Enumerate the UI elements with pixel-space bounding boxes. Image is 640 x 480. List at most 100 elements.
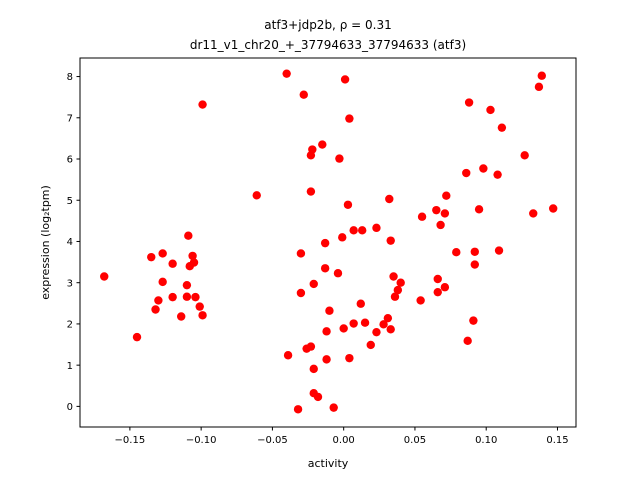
x-tick-label: 0.05 <box>404 435 426 446</box>
data-point <box>168 292 177 302</box>
x-tick-label: −0.05 <box>257 435 288 446</box>
y-tick-label: 3 <box>67 278 73 289</box>
y-tick-label: 4 <box>67 237 73 248</box>
data-point <box>306 187 316 196</box>
data-point <box>296 249 306 258</box>
data-point <box>366 340 375 350</box>
data-point <box>417 212 427 221</box>
y-tick-label: 1 <box>67 361 73 372</box>
data-point <box>469 316 478 325</box>
data-point <box>372 223 381 233</box>
data-point <box>309 279 318 289</box>
data-point <box>497 123 507 132</box>
data-point <box>372 327 381 337</box>
data-points <box>100 69 558 414</box>
data-point <box>313 392 323 402</box>
data-point <box>358 226 367 235</box>
data-point <box>158 249 167 258</box>
data-point <box>308 145 317 154</box>
data-point <box>393 285 403 295</box>
data-point <box>182 280 192 290</box>
data-point <box>343 200 353 209</box>
data-point <box>151 305 160 314</box>
x-tick-label: −0.10 <box>186 435 217 446</box>
y-tick-label: 0 <box>67 402 73 413</box>
data-point <box>436 220 445 230</box>
data-point <box>320 264 330 273</box>
data-point <box>100 272 109 281</box>
data-point <box>147 252 156 262</box>
y-tick-label: 5 <box>67 196 73 207</box>
data-point <box>379 320 388 329</box>
data-point <box>333 269 343 278</box>
data-point <box>389 272 398 281</box>
data-point <box>293 405 303 414</box>
data-point <box>534 82 544 92</box>
data-point <box>320 238 330 248</box>
data-point <box>442 191 451 200</box>
data-point <box>158 277 167 287</box>
x-tick-label: 0.10 <box>475 435 497 446</box>
data-point <box>198 100 207 109</box>
data-point <box>549 204 558 213</box>
data-point <box>494 246 504 255</box>
data-point <box>520 151 529 160</box>
y-tick-label: 2 <box>67 320 73 331</box>
x-axis-ticks: −0.15 −0.10 −0.05 0.00 0.05 0.10 0.15 <box>115 427 569 446</box>
data-point <box>335 154 344 163</box>
plot-frame <box>79 57 577 428</box>
data-point <box>486 105 495 115</box>
data-point <box>329 403 338 412</box>
x-axis-label: activity <box>308 457 349 470</box>
data-point <box>340 75 350 84</box>
data-point <box>198 311 207 320</box>
chart-title-line1: atf3+jdp2b, ρ = 0.31 <box>264 18 391 32</box>
data-point <box>132 332 142 342</box>
y-axis-ticks: 0 1 2 3 4 5 6 7 8 <box>67 72 80 413</box>
data-point <box>470 260 479 269</box>
data-point <box>349 226 358 235</box>
data-point <box>396 278 405 287</box>
data-point <box>339 324 348 333</box>
data-point <box>189 258 199 267</box>
data-point <box>433 287 442 297</box>
data-point <box>306 342 316 351</box>
data-point <box>463 336 472 346</box>
data-point <box>283 351 293 360</box>
data-point <box>195 302 204 311</box>
data-point <box>464 98 474 107</box>
data-point <box>296 288 306 298</box>
data-point <box>318 140 327 149</box>
data-point <box>345 114 354 123</box>
data-point <box>349 319 358 328</box>
data-point <box>182 292 192 301</box>
data-point <box>390 292 400 301</box>
data-point <box>383 313 393 323</box>
data-point <box>470 247 479 256</box>
data-point <box>440 283 450 292</box>
data-point <box>474 205 484 214</box>
y-tick-label: 6 <box>67 155 73 166</box>
data-point <box>529 209 538 218</box>
data-point <box>338 233 347 242</box>
x-tick-label: −0.15 <box>115 435 146 446</box>
data-point <box>184 231 193 240</box>
data-point <box>479 164 488 173</box>
data-point <box>452 247 461 257</box>
x-tick-label: 0.00 <box>333 435 355 446</box>
data-point <box>345 353 354 363</box>
data-point <box>309 364 318 374</box>
data-point <box>440 209 450 218</box>
data-point <box>168 259 177 268</box>
data-point <box>385 194 394 204</box>
data-point <box>433 274 442 284</box>
data-point <box>322 327 331 336</box>
y-tick-label: 8 <box>67 72 73 83</box>
chart-title-line2: dr11_v1_chr20_+_37794633_37794633 (atf3) <box>190 38 466 52</box>
data-point <box>386 325 395 334</box>
data-point <box>322 355 331 364</box>
data-point <box>432 205 441 215</box>
data-point <box>360 318 370 327</box>
